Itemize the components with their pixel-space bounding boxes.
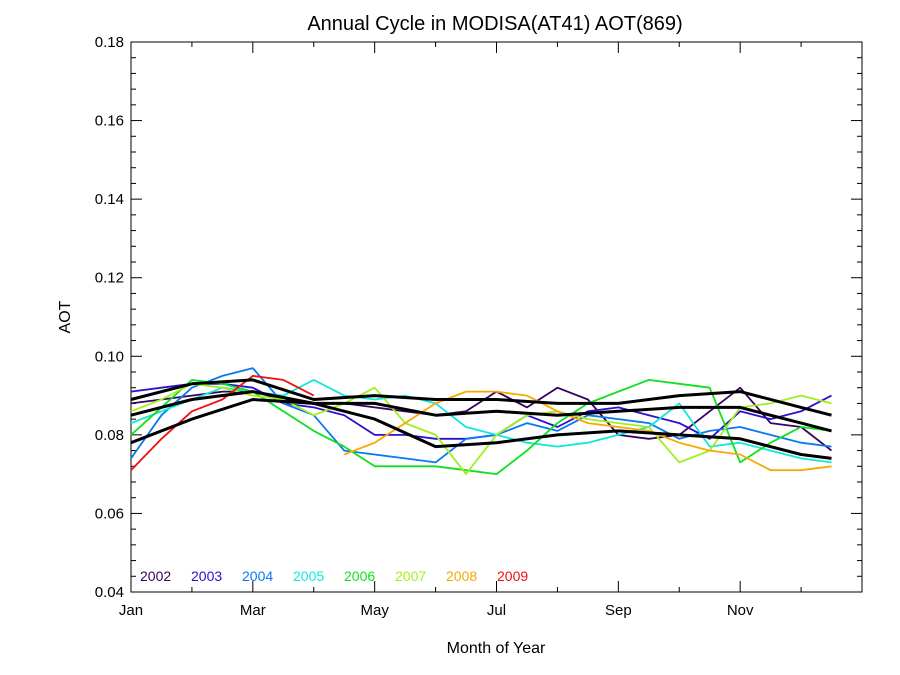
x-axis-label: Month of Year [447, 640, 546, 657]
y-tick-label: 0.10 [95, 348, 124, 365]
y-tick-label: 0.16 [95, 113, 124, 130]
legend-item-2006: 2006 [344, 568, 375, 584]
legend-item-2009: 2009 [497, 568, 528, 584]
x-tick-label: Sep [605, 602, 632, 619]
axis-ticks: 0.04 0.06 0.08 0.10 0.12 0.14 0.16 0.18 Jan Mar Ma… [95, 34, 862, 619]
legend-item-2008: 2008 [446, 568, 477, 584]
legend: 2002 2003 2004 2005 2006 2007 2008 2009 [140, 568, 528, 584]
legend-item-2004: 2004 [242, 568, 273, 584]
x-tick-label: May [360, 602, 389, 619]
y-tick-label: 0.12 [95, 270, 124, 287]
y-axis-label: AOT [57, 300, 74, 333]
y-tick-label: 0.04 [95, 584, 124, 601]
chart-title: Annual Cycle in MODISA(AT41) AOT(869) [307, 13, 682, 35]
x-tick-label: Mar [240, 602, 266, 619]
y-tick-label: 0.14 [95, 191, 124, 208]
series-line-2004 [130, 367, 832, 464]
series-line-2002 [130, 386, 833, 452]
series-line-aggregate [130, 390, 832, 433]
legend-item-2005: 2005 [293, 568, 324, 584]
x-tick-label: Jul [487, 602, 506, 619]
plot-frame [130, 41, 863, 593]
y-tick-label: 0.18 [95, 34, 124, 51]
series-line-2008 [343, 390, 832, 472]
y-tick-label: 0.06 [95, 505, 124, 522]
series-line-aggregate [130, 378, 832, 417]
x-tick-label: Nov [727, 602, 754, 619]
series-line-2007 [130, 382, 832, 476]
legend-item-2007: 2007 [395, 568, 426, 584]
series-line-aggregate [130, 398, 832, 460]
legend-item-2002: 2002 [140, 568, 171, 584]
x-tick-label: Jan [119, 602, 143, 619]
series-line-2006 [130, 378, 832, 476]
legend-item-2003: 2003 [191, 568, 222, 584]
series-lines [130, 367, 833, 476]
series-line-2009 [130, 374, 315, 471]
y-tick-label: 0.08 [95, 427, 124, 444]
